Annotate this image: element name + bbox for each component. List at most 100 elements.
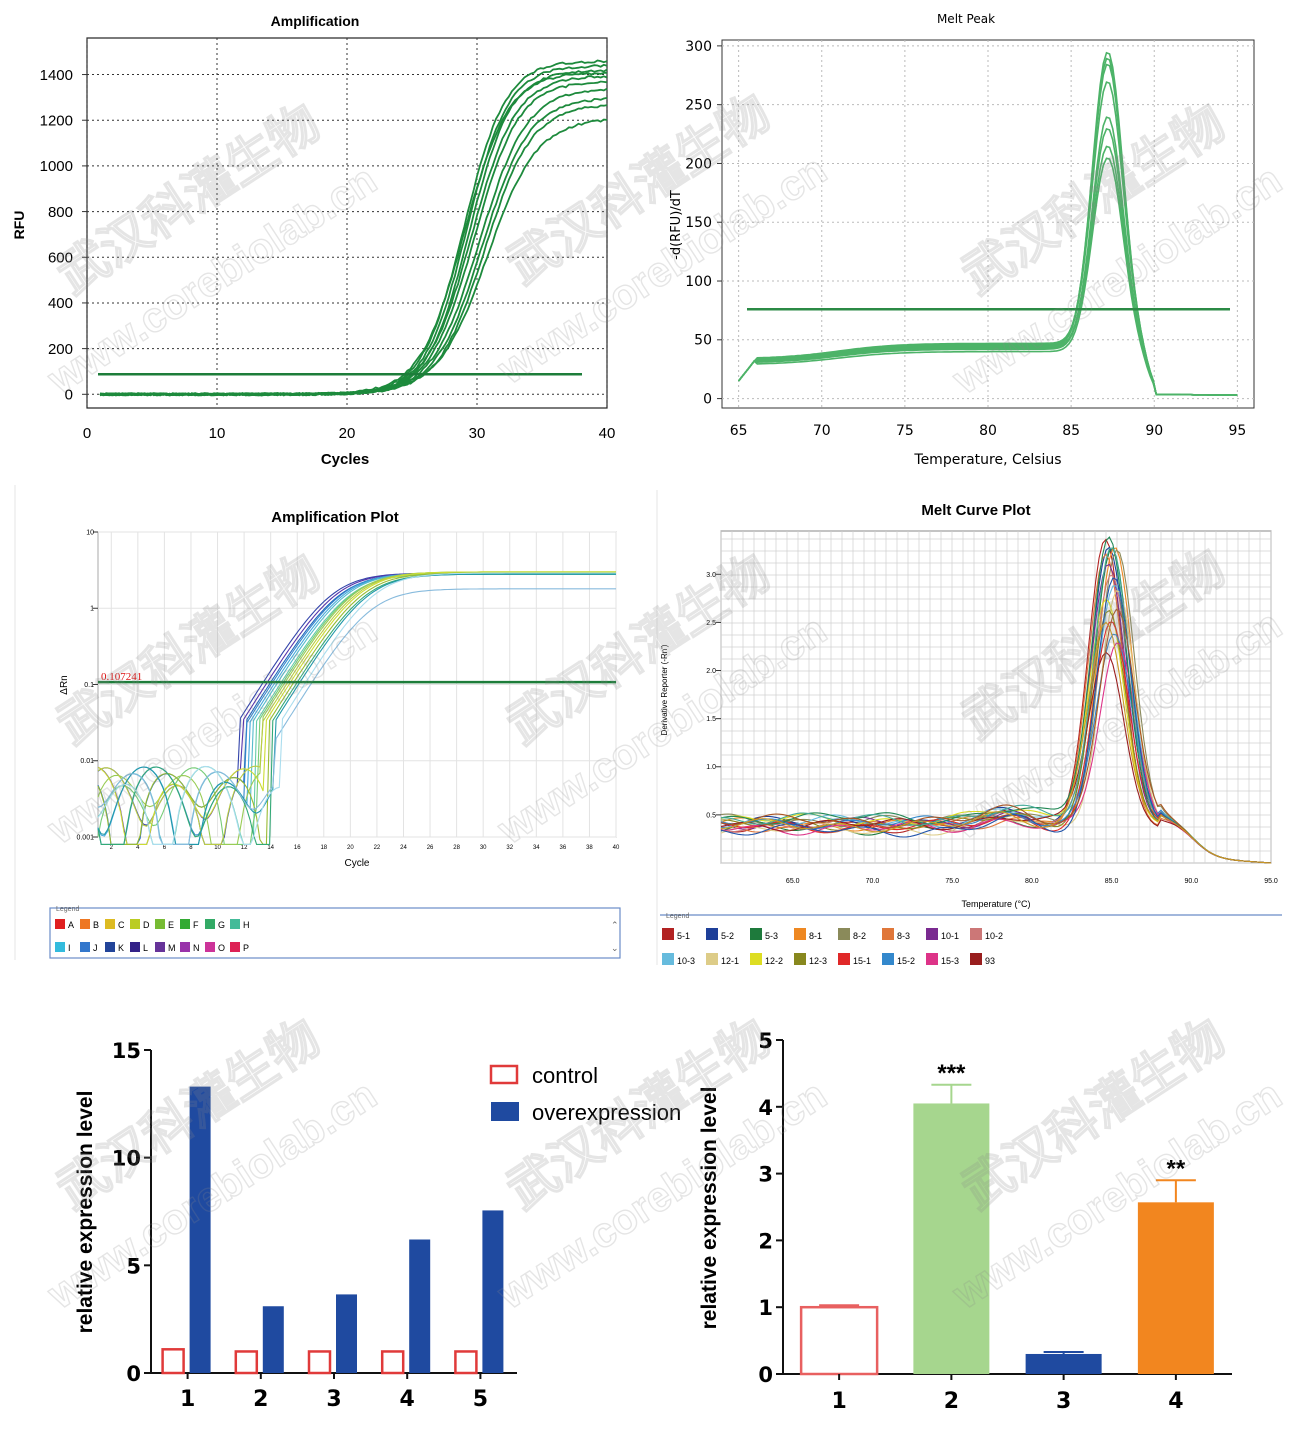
legend-swatch-control bbox=[489, 1064, 519, 1085]
legend-label: D bbox=[143, 920, 150, 930]
x-tick-label: 85 bbox=[1062, 423, 1080, 439]
y-tick-label: 3.0 bbox=[706, 572, 716, 579]
legend-label: 15-2 bbox=[897, 956, 915, 966]
x-tick-label: 10 bbox=[209, 425, 226, 442]
y-tick-label: 1000 bbox=[40, 158, 73, 175]
legend-title: Legend bbox=[56, 906, 79, 913]
legend-swatch bbox=[926, 928, 938, 940]
y-tick-label: 2.5 bbox=[706, 620, 716, 627]
y-tick-label: 2 bbox=[758, 1229, 773, 1253]
legend-swatch bbox=[55, 942, 65, 952]
y-tick-label: 3 bbox=[758, 1163, 773, 1187]
legend-label: 8-3 bbox=[897, 931, 910, 941]
legend-scroll-down-icon[interactable]: ⌄ bbox=[611, 943, 619, 953]
legend-label: 8-2 bbox=[853, 931, 866, 941]
x-tick-label: 28 bbox=[453, 845, 460, 851]
legend-swatch bbox=[970, 953, 982, 965]
x-tick-label: 14 bbox=[267, 845, 274, 851]
x-tick-label: 90 bbox=[1145, 423, 1163, 439]
legend-swatch bbox=[706, 953, 718, 965]
x-tick-label: 75.0 bbox=[945, 878, 959, 885]
y-tick-label: 5 bbox=[126, 1254, 141, 1278]
legend-swatch bbox=[105, 919, 115, 929]
legend: control overexpression bbox=[489, 1063, 681, 1125]
legend-swatch bbox=[155, 942, 165, 952]
y-tick-label: 250 bbox=[685, 98, 712, 114]
y-tick-label: 200 bbox=[48, 341, 73, 358]
series-line bbox=[97, 588, 616, 845]
legend-label: A bbox=[68, 920, 74, 930]
legend-swatch bbox=[794, 953, 806, 965]
series-line bbox=[720, 651, 1272, 864]
legend-label: 12-1 bbox=[721, 956, 739, 966]
legend-label: H bbox=[243, 920, 250, 930]
bar-control bbox=[307, 1350, 332, 1375]
legend-swatch bbox=[230, 919, 240, 929]
legend-label: 10-2 bbox=[985, 931, 1003, 941]
bar-control bbox=[234, 1350, 259, 1375]
legend-label: L bbox=[143, 943, 148, 953]
x-tick-label: 75 bbox=[896, 423, 914, 439]
threshold-label: 0.107241 bbox=[101, 671, 142, 683]
y-tick-label: 1 bbox=[90, 606, 94, 613]
x-tick-label: 30 bbox=[480, 845, 487, 851]
y-axis-label: -d(RFU)/dT bbox=[669, 190, 684, 260]
x-tick-label: 16 bbox=[294, 845, 301, 851]
x-tick-label: 3 bbox=[326, 1387, 341, 1412]
x-tick-label: 95 bbox=[1228, 423, 1246, 439]
legend-label: 8-1 bbox=[809, 931, 822, 941]
x-tick-label: 65 bbox=[730, 423, 748, 439]
bar-control bbox=[161, 1348, 185, 1375]
legend-label: 15-3 bbox=[941, 956, 959, 966]
x-tick-label: 1 bbox=[180, 1387, 195, 1412]
legend-swatch bbox=[155, 919, 165, 929]
x-tick-label: 0 bbox=[83, 425, 91, 442]
chart-title: Melt Peak bbox=[937, 12, 995, 26]
x-tick-label: 10 bbox=[214, 845, 221, 851]
legend-swatch bbox=[838, 953, 850, 965]
bar-overexpression bbox=[409, 1239, 431, 1373]
bar bbox=[1137, 1202, 1214, 1374]
series-line bbox=[720, 608, 1272, 864]
x-tick-label: 20 bbox=[347, 845, 354, 851]
y-axis-label: relative expression level bbox=[698, 1087, 721, 1330]
legend-scroll-up-icon[interactable]: ⌃ bbox=[611, 920, 619, 930]
x-tick-label: 20 bbox=[339, 425, 356, 442]
bar-overexpression bbox=[482, 1210, 504, 1373]
x-tick-label: 12 bbox=[241, 845, 248, 851]
melt-curve-plot-chart: Melt Curve Plot 0.5 1.0 1.5 2.0 2.5 3.0 65.0 7… bbox=[656, 490, 1282, 966]
y-axis-label: Derivative Reporter (-Rn') bbox=[660, 644, 669, 735]
bar-overexpression bbox=[262, 1306, 284, 1373]
y-tick-label: 800 bbox=[48, 204, 73, 221]
y-tick-label: 200 bbox=[685, 156, 712, 172]
y-axis-label: RFU bbox=[11, 211, 27, 240]
legend-swatch bbox=[794, 928, 806, 940]
legend-swatch bbox=[662, 928, 674, 940]
legend-label: M bbox=[168, 943, 176, 953]
y-tick-label: 600 bbox=[48, 250, 73, 267]
y-tick-label: 100 bbox=[685, 274, 712, 290]
chart-title: Amplification Plot bbox=[271, 509, 399, 526]
x-tick-label: 24 bbox=[400, 845, 407, 851]
y-tick-label: 10 bbox=[86, 529, 94, 536]
y-tick-label: 1.5 bbox=[706, 716, 716, 723]
x-tick-label: 4 bbox=[1168, 1389, 1183, 1414]
x-tick-label: 2 bbox=[253, 1387, 268, 1412]
x-axis-label: Temperature (°C) bbox=[961, 899, 1030, 909]
bar-overexpression bbox=[336, 1294, 357, 1373]
x-tick-label: 1 bbox=[831, 1389, 846, 1414]
bar bbox=[799, 1305, 879, 1376]
legend-swatch bbox=[205, 919, 215, 929]
legend-swatch bbox=[882, 928, 894, 940]
x-tick-label: 8 bbox=[189, 845, 193, 851]
y-tick-label: 1.0 bbox=[706, 764, 716, 771]
y-tick-label: 0.1 bbox=[84, 682, 94, 689]
chart-title: Amplification bbox=[271, 13, 360, 29]
y-tick-label: 0 bbox=[65, 387, 73, 404]
x-tick-label: 85.0 bbox=[1105, 878, 1119, 885]
legend-swatch bbox=[970, 928, 982, 940]
x-tick-label: 3 bbox=[1056, 1389, 1071, 1414]
series-line bbox=[737, 157, 1238, 396]
